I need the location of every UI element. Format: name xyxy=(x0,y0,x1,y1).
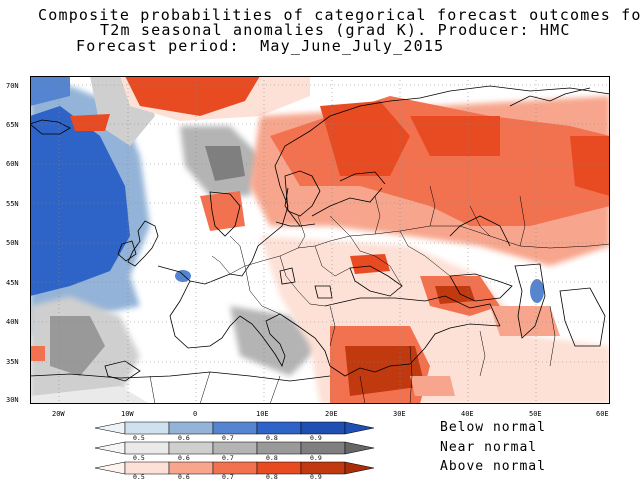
lon-label: 30E xyxy=(393,410,406,418)
lon-label: 20E xyxy=(325,410,338,418)
lat-label: 35N xyxy=(6,358,19,366)
colorbar-arrow-right xyxy=(344,441,375,455)
lon-label: 40E xyxy=(461,410,474,418)
title-line-3: Forecast period: May_June_July_2015 xyxy=(76,37,445,55)
colorbar-tick: 0.8 xyxy=(266,473,278,481)
colorbar-cell xyxy=(300,421,346,435)
lon-label: 10E xyxy=(256,410,269,418)
colorbar-near-normal xyxy=(94,440,375,459)
colorbar-cell xyxy=(256,441,302,455)
colorbar-tick: 0.5 xyxy=(133,454,145,462)
colorbar-tick: 0.6 xyxy=(178,434,190,442)
title-line-2: T2m seasonal anomalies (grad K). Produce… xyxy=(100,21,571,39)
lon-label: 0 xyxy=(193,410,198,418)
colorbar-arrow-left xyxy=(94,441,126,455)
colorbar-tick: 0.9 xyxy=(310,434,322,442)
country-borders xyxy=(149,185,610,404)
colorbar-tick: 0.8 xyxy=(266,434,278,442)
lat-label: 30N xyxy=(6,396,19,404)
colorbar-tick: 0.7 xyxy=(222,454,234,462)
colorbar-cell xyxy=(168,421,214,435)
colorbar-cell xyxy=(256,421,302,435)
colorbar-cell xyxy=(300,461,346,475)
lat-label: 70N xyxy=(6,82,19,90)
title-line-1: Composite probabilities of categorical f… xyxy=(38,6,640,24)
lon-label: 20W xyxy=(52,410,65,418)
colorbar-cell xyxy=(300,441,346,455)
lat-label: 50N xyxy=(6,239,19,247)
lat-label: 60N xyxy=(6,160,19,168)
colorbar-below-svg xyxy=(94,421,375,435)
colorbar-cell xyxy=(124,421,170,435)
colorbar-tick: 0.5 xyxy=(133,473,145,481)
lon-label: 50E xyxy=(529,410,542,418)
lon-label: 10W xyxy=(121,410,134,418)
probability-map xyxy=(30,76,610,404)
colorbar-arrow-left xyxy=(94,421,126,435)
colorbar-arrow-right xyxy=(344,461,375,475)
lat-label: 40N xyxy=(6,318,19,326)
colorbar-above-normal xyxy=(94,460,375,479)
colorbar-cell xyxy=(256,461,302,475)
legend-below-normal-label: Below normal xyxy=(440,420,546,435)
colorbar-tick: 0.7 xyxy=(222,473,234,481)
colorbar-above-svg xyxy=(94,461,375,475)
colorbar-tick: 0.9 xyxy=(310,473,322,481)
lat-label: 45N xyxy=(6,279,19,287)
colorbar-arrow-left xyxy=(94,461,126,475)
colorbar-cell xyxy=(212,421,258,435)
lat-label: 65N xyxy=(6,121,19,129)
colorbar-tick: 0.9 xyxy=(310,454,322,462)
colorbar-cell xyxy=(124,441,170,455)
colorbar-tick: 0.6 xyxy=(178,473,190,481)
graticule xyxy=(30,76,610,404)
colorbar-below-normal xyxy=(94,420,375,439)
colorbar-near-svg xyxy=(94,441,375,455)
colorbar-cell xyxy=(124,461,170,475)
colorbar-cell xyxy=(168,461,214,475)
colorbar-tick: 0.7 xyxy=(222,434,234,442)
colorbar-cell xyxy=(212,441,258,455)
legend-near-normal-label: Near normal xyxy=(440,440,538,455)
map-frame xyxy=(30,76,610,404)
lat-label: 55N xyxy=(6,200,19,208)
legend-above-normal-label: Above normal xyxy=(440,459,546,474)
colorbar-tick: 0.5 xyxy=(133,434,145,442)
coastlines xyxy=(30,85,610,382)
lon-label: 60E xyxy=(596,410,609,418)
colorbar-cell xyxy=(212,461,258,475)
colorbar-cell xyxy=(168,441,214,455)
colorbar-tick: 0.6 xyxy=(178,454,190,462)
colorbar-tick: 0.8 xyxy=(266,454,278,462)
colorbar-arrow-right xyxy=(344,421,375,435)
